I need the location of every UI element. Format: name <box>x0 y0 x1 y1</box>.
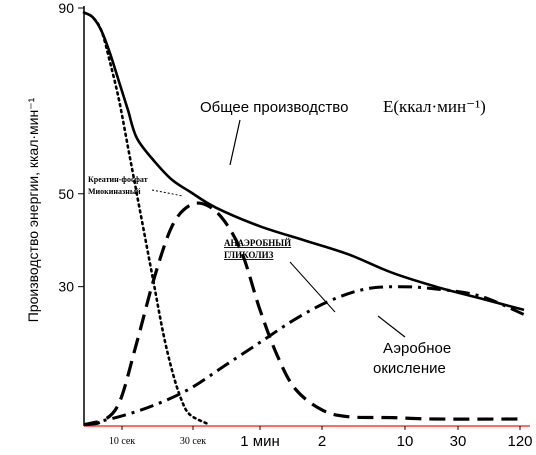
leader-anaerobic <box>289 261 336 313</box>
annotations: Общее производство E(ккал·мин⁻¹) Креатин-ф… <box>88 97 486 377</box>
series-line-dashdot <box>83 285 525 427</box>
y-axis-label: Производство энергии, ккал·мин⁻¹ <box>25 97 41 322</box>
leader-aerobic <box>377 315 406 338</box>
annotation-0: Общее производство <box>200 99 348 116</box>
x-tick-label-5: 30 <box>450 433 467 450</box>
annotation-7: окисление <box>373 360 446 377</box>
annotation-2: Креатин-фосфат <box>88 175 148 184</box>
x-tick-label-1: 30 сек <box>180 436 206 447</box>
y-tick-label-1: 50 <box>58 186 74 202</box>
x-tick-label-4: 10 <box>397 433 414 450</box>
x-tick-label-6: 120 <box>507 433 532 450</box>
y-tick-label-0: 90 <box>58 0 74 16</box>
series-group <box>82 11 525 427</box>
annotation-6: Аэробное <box>383 340 451 357</box>
y-tick-label-2: 30 <box>58 279 74 295</box>
annotation-1: E(ккал·мин⁻¹) <box>383 97 486 116</box>
annotation-5: ГЛИКОЛИЗ <box>224 250 274 260</box>
y-ticks: 90 50 30 <box>58 0 84 295</box>
series-line-dashed <box>83 201 525 427</box>
x-tick-label-3: 2 <box>318 433 326 450</box>
x-ticks: 10 сек 30 сек 1 мин 2 10 30 120 <box>109 426 533 450</box>
x-tick-label-0: 10 сек <box>109 436 135 447</box>
series-line-dotted <box>82 11 209 425</box>
leader-creatine <box>151 189 184 197</box>
series-line-solid <box>83 11 525 312</box>
x-tick-label-2: 1 мин <box>240 433 280 450</box>
annotation-4: АНАЭРОБНЫЙ <box>224 238 291 248</box>
annotation-3: Миокиназный <box>88 187 141 196</box>
leader-total <box>229 119 241 166</box>
